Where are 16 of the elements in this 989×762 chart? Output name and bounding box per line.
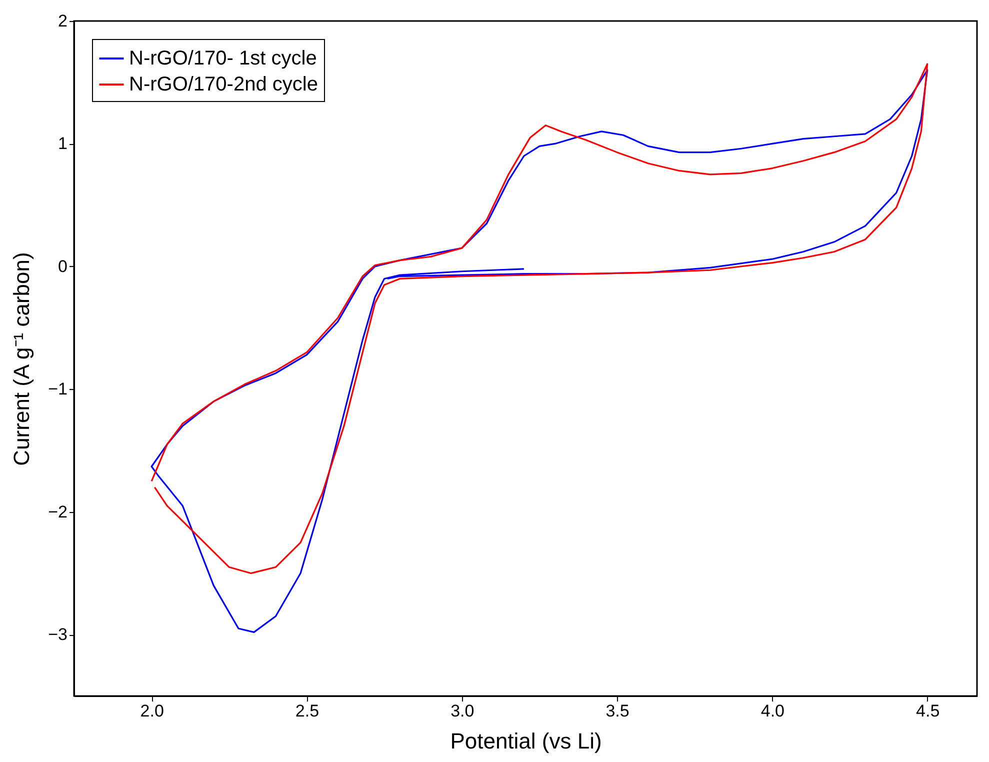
x-tick-label: 3.0 <box>450 702 474 720</box>
x-axis-title: Potential (vs Li) <box>450 728 602 754</box>
x-tick-label: 2.0 <box>140 702 164 720</box>
y-tick-label: −2 <box>48 502 68 522</box>
legend-label: N-rGO/170- 1st cycle <box>129 48 317 70</box>
y-tick-label: −3 <box>48 625 68 644</box>
y-tick-label: 1 <box>58 134 68 154</box>
y-axis-title: Current (A g⁻¹ carbon) <box>9 252 34 466</box>
x-tick-label: 3.5 <box>606 702 630 720</box>
legend-label: N-rGO/170-2nd cycle <box>129 74 318 96</box>
x-tick-label: 4.0 <box>760 702 785 720</box>
y-tick-label: −1 <box>48 380 68 399</box>
x-tick-label: 4.5 <box>916 702 940 720</box>
y-tick-label: 2 <box>58 12 68 30</box>
x-tick-label: 2.5 <box>295 702 320 720</box>
y-tick-label: 0 <box>58 256 68 276</box>
